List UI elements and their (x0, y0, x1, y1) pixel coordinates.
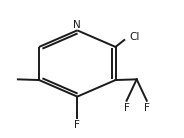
Text: N: N (73, 20, 81, 30)
Text: F: F (124, 103, 130, 113)
Text: F: F (74, 120, 80, 130)
Text: Cl: Cl (129, 32, 139, 42)
Text: F: F (144, 103, 150, 113)
